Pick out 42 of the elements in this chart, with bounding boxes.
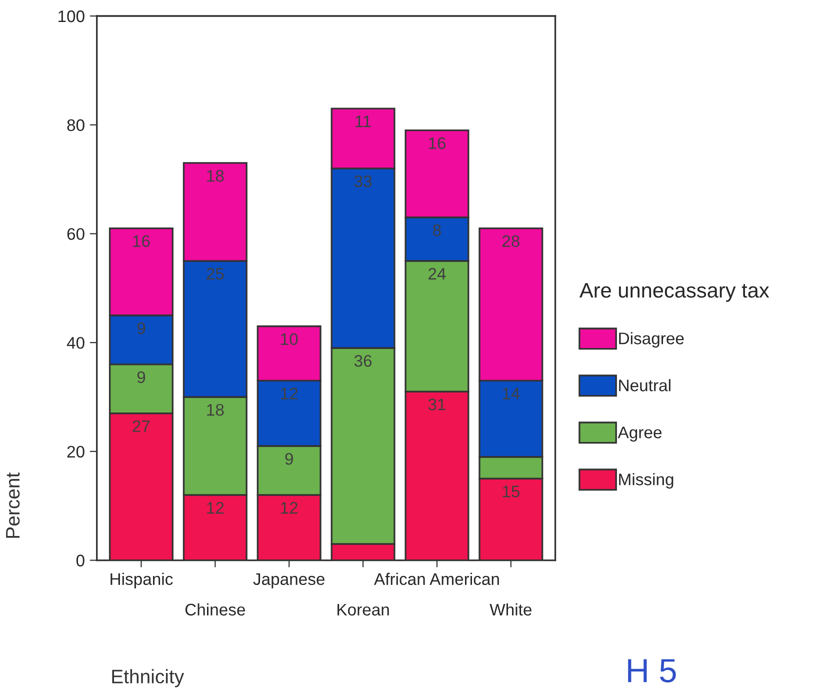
y-tick-label: 40: [66, 336, 84, 349]
x-tick-label: Japanese: [253, 573, 324, 588]
text: H 5: [628, 659, 676, 682]
data-label: 18: [207, 404, 224, 416]
data-label: 27: [132, 420, 150, 432]
legend-label: Agree: [618, 426, 662, 442]
data-label: 12: [207, 502, 224, 514]
data-label: 12: [281, 502, 298, 514]
y-tick-label: 20: [67, 446, 84, 458]
x-tick-label: Chinese: [185, 603, 245, 616]
legend-label: Disagree: [619, 332, 684, 348]
data-label: 16: [428, 137, 446, 150]
data-label: 33: [354, 175, 372, 188]
data-label: 9: [137, 322, 146, 334]
data-label: 11: [356, 116, 371, 128]
data-label: 15: [502, 486, 520, 498]
data-label: 36: [354, 354, 372, 367]
data-label: 24: [428, 268, 446, 280]
data-label: 18: [207, 170, 224, 182]
data-label: 9: [137, 371, 146, 384]
y-tick-label: 80: [67, 119, 84, 132]
y-tick-label: 60: [67, 228, 84, 240]
data-label: 16: [133, 235, 150, 248]
data-label: 12: [281, 388, 298, 400]
x-tick-label: White: [490, 603, 532, 616]
data-label: 10: [281, 333, 298, 346]
y-axis-title: Percent: [6, 472, 20, 538]
x-tick-label: Hispanic: [110, 572, 173, 588]
legend-label: Neutral: [619, 379, 670, 392]
data-label: 25: [206, 268, 224, 280]
data-label: 14: [502, 388, 520, 400]
data-label: 8: [433, 224, 441, 236]
y-tick-label: 0: [76, 554, 84, 566]
data-label: 31: [428, 398, 446, 410]
data-label: 28: [502, 235, 520, 248]
x-tick-label: African American: [374, 572, 499, 586]
x-tick-label: Korean: [338, 604, 389, 616]
x-axis-title: Ethnicity: [112, 669, 184, 688]
y-tick-label: 100: [58, 10, 84, 22]
legend-title: Are unnecassary tax: [579, 283, 770, 302]
legend-label: Missing: [619, 473, 674, 489]
data-label: 9: [285, 452, 293, 465]
